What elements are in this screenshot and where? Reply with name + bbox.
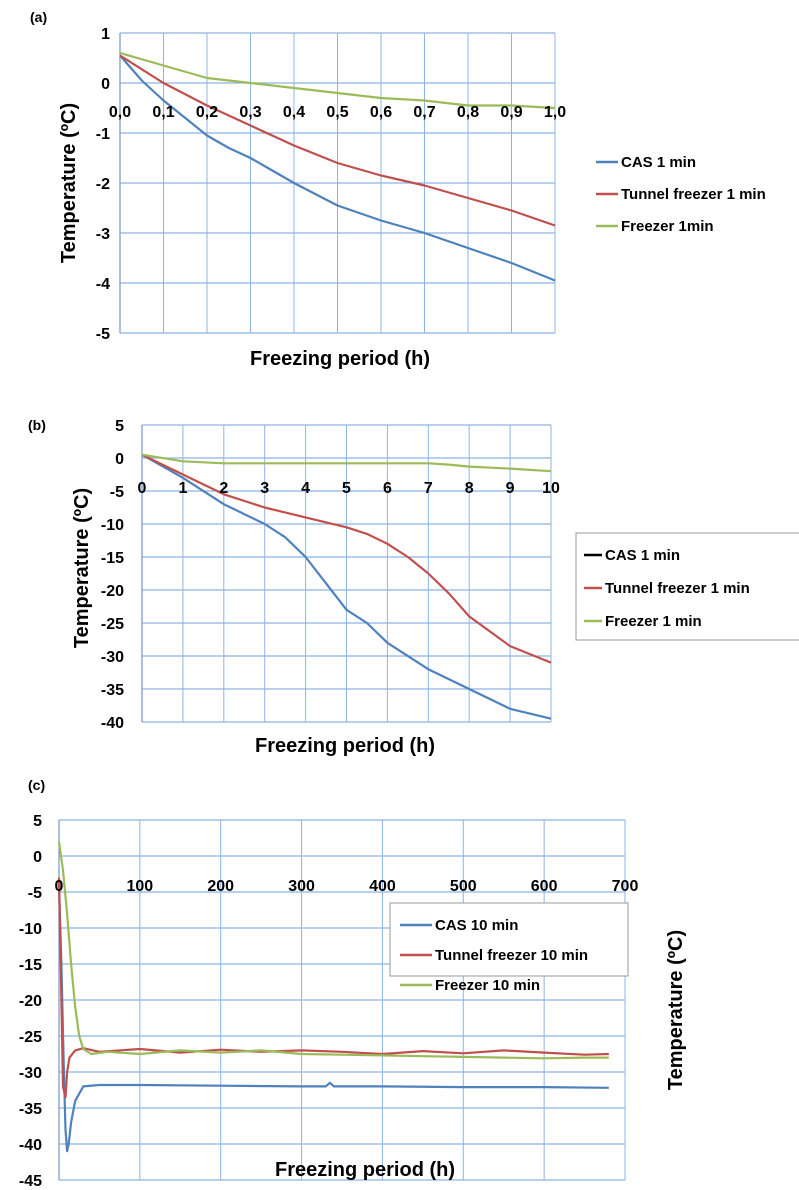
y-tick-label: 0	[115, 451, 124, 468]
y-tick-label: -40	[19, 1137, 42, 1154]
y-tick-label: -15	[19, 957, 42, 974]
x-tick-label: 6	[383, 480, 392, 497]
x-tick-label: 1	[178, 480, 187, 497]
x-tick-label: 9	[506, 480, 515, 497]
legend-frame	[389, 902, 629, 977]
x-axis-title: Freezing period (h)	[250, 348, 430, 370]
series-line-1	[119, 54, 556, 282]
y-tick-label: -2	[96, 176, 110, 193]
legend-label-2: Tunnel freezer 1 min	[605, 580, 750, 597]
series-line-3	[141, 453, 552, 473]
x-tick-label: 0	[138, 480, 147, 497]
y-tick-label: -5	[28, 885, 42, 902]
x-tick-label: 0,3	[239, 104, 261, 121]
series-line-1	[141, 453, 552, 720]
y-tick-label: 1	[101, 26, 110, 43]
y-tick-label: 0	[33, 849, 42, 866]
y-tick-label: -1	[96, 126, 110, 143]
series-line-2	[119, 54, 556, 227]
y-tick-label: -30	[19, 1065, 42, 1082]
x-tick-label: 10	[542, 480, 560, 497]
x-tick-label: 2	[219, 480, 228, 497]
legend-label-3: Freezer 1 min	[605, 613, 702, 630]
y-tick-label: -5	[96, 326, 110, 343]
legend-label-2: Tunnel freezer 10 min	[435, 947, 588, 964]
panel-b-plot: 5 0 -5 -10 -15 -20 -25 -30 -35 -40 0 1 2 3 4 5 6 7 8 9 10 Fre…	[71, 418, 799, 757]
x-tick-label: 0,5	[326, 104, 348, 121]
y-axis-title: Temperature (ºC)	[58, 103, 80, 263]
x-tick-label: 100	[127, 878, 154, 895]
panel-c-label: (c)	[28, 777, 45, 793]
y-tick-label: -15	[101, 550, 124, 567]
y-tick-label: 5	[33, 813, 42, 830]
y-tick-label: -10	[19, 921, 42, 938]
y-tick-label: 5	[115, 418, 124, 435]
x-tick-label: 5	[342, 480, 351, 497]
x-tick-label: 600	[531, 878, 558, 895]
panel-a-plot: 1 0 -1 -2 -3 -4 -5 0,0 0,1 0,2 0,3 0,4 0,5 0,6 0,7 0,8 0…	[58, 26, 766, 370]
series-line-2	[141, 453, 552, 664]
x-tick-label: 500	[450, 878, 477, 895]
y-tick-label: -4	[96, 276, 110, 293]
y-tick-label: -5	[110, 484, 124, 501]
x-axis-title: Freezing period (h)	[255, 735, 435, 757]
x-tick-label: 200	[207, 878, 234, 895]
x-tick-label: 0	[55, 878, 64, 895]
y-tick-label: -35	[101, 682, 124, 699]
x-axis-title: Freezing period (h)	[275, 1159, 455, 1181]
panel-c: (c) 5 0 -5 -10 -15 -20 -25 -30 -35 -40 -45 0 100 200 3…	[19, 777, 687, 1190]
legend-label-2: Tunnel freezer 1 min	[621, 186, 766, 203]
panel-c-plot: 5 0 -5 -10 -15 -20 -25 -30 -35 -40 -45 0 100 200 300 40…	[19, 813, 687, 1190]
y-tick-label: -20	[19, 993, 42, 1010]
y-tick-label: 0	[101, 76, 110, 93]
legend-label-1: CAS 1 min	[621, 154, 696, 171]
y-axis-title: Temperature (ºC)	[665, 930, 687, 1090]
panel-a: (a) 1 0 -1 -2 -3 -4 -5 0,0 0,1 0,2 0,3 0,4 0,5 0,6 0,7…	[30, 9, 766, 370]
y-tick-label: -3	[96, 226, 110, 243]
panel-b-label: (b)	[28, 417, 46, 433]
x-tick-label: 0,7	[413, 104, 435, 121]
x-tick-label: 300	[288, 878, 315, 895]
x-tick-label: 1,0	[544, 104, 566, 121]
x-tick-label: 0,6	[370, 104, 392, 121]
series-line-3	[119, 51, 556, 110]
legend-frame	[575, 532, 799, 641]
y-tick-label: -40	[101, 715, 124, 732]
y-tick-label: -10	[101, 517, 124, 534]
legend-label-3: Freezer 1min	[621, 218, 714, 235]
y-tick-label: -20	[101, 583, 124, 600]
x-tick-label: 400	[369, 878, 396, 895]
x-tick-label: 0,2	[196, 104, 218, 121]
y-tick-label: -25	[101, 616, 124, 633]
y-axis-title: Temperature (ºC)	[71, 488, 93, 648]
series-line-1	[57, 884, 609, 1153]
legend-label-1: CAS 10 min	[435, 917, 518, 934]
y-tick-label: -45	[19, 1173, 42, 1190]
x-tick-label: 0,8	[457, 104, 479, 121]
x-tick-label: 0,1	[152, 104, 174, 121]
x-tick-label: 7	[424, 480, 433, 497]
x-tick-label: 0,4	[283, 104, 305, 121]
x-tick-label: 0,9	[500, 104, 522, 121]
y-tick-label: -25	[19, 1029, 42, 1046]
x-tick-label: 0,0	[109, 104, 131, 121]
y-tick-label: -30	[101, 649, 124, 666]
x-tick-label: 8	[465, 480, 474, 497]
legend-label-1: CAS 1 min	[605, 547, 680, 564]
x-tick-label: 700	[612, 878, 639, 895]
y-tick-label: -35	[19, 1101, 42, 1118]
legend-label-3: Freezer 10 min	[435, 977, 540, 994]
panel-b: (b) 5 0 -5 -10 -15 -20 -25 -30 -35 -40 0 1 2 3 4 5 6 7 8 9 1…	[28, 417, 799, 757]
x-tick-label: 4	[301, 480, 310, 497]
panel-a-label: (a)	[30, 9, 47, 25]
x-tick-label: 3	[260, 480, 269, 497]
series-line-3	[57, 841, 609, 1060]
